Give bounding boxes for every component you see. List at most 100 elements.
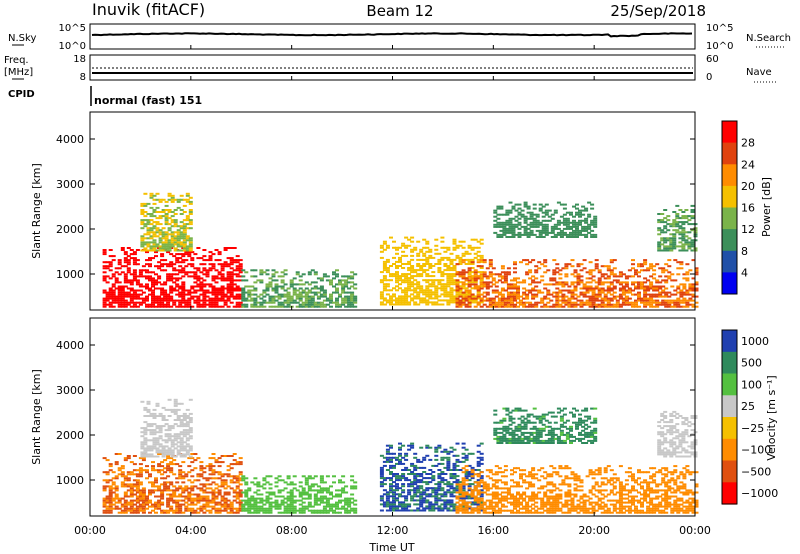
heatmap-cell xyxy=(482,275,487,278)
heatmap-cell xyxy=(413,301,418,304)
heatmap-cell xyxy=(157,489,162,492)
heatmap-cell xyxy=(401,477,406,480)
heatmap-cell xyxy=(140,237,145,240)
heatmap-cell xyxy=(603,277,608,280)
heatmap-cell xyxy=(188,202,193,205)
heatmap-cell xyxy=(160,495,165,498)
heatmap-cell xyxy=(510,279,514,282)
heatmap-cell xyxy=(169,507,174,510)
heatmap-cell xyxy=(461,254,466,257)
heatmap-cell xyxy=(202,511,207,514)
heatmap-cell xyxy=(667,305,672,308)
heatmap-cell xyxy=(461,271,466,274)
heatmap-cell xyxy=(470,246,475,249)
heatmap-cell xyxy=(652,301,657,304)
heatmap-cell xyxy=(519,303,523,306)
heatmap-cell xyxy=(508,229,513,232)
heatmap-cell xyxy=(247,503,252,506)
heatmap-cell xyxy=(467,279,472,282)
heatmap-cell xyxy=(624,289,629,292)
heatmap-cell xyxy=(440,275,445,278)
heatmap-cell xyxy=(181,287,186,290)
heatmap-cell xyxy=(338,303,342,306)
heatmap-cell xyxy=(461,442,466,445)
heatmap-cell xyxy=(395,497,399,500)
heatmap-cell xyxy=(208,491,213,494)
heatmap-cell xyxy=(446,464,451,467)
heatmap-cell xyxy=(295,297,300,300)
heatmap-cell xyxy=(105,471,110,474)
heatmap-cell xyxy=(157,465,162,468)
heatmap-cell xyxy=(425,273,430,276)
heatmap-cell xyxy=(658,287,663,290)
heatmap-cell xyxy=(404,458,409,461)
heatmap-cell xyxy=(458,256,463,259)
heatmap-cell xyxy=(609,261,614,264)
heatmap-cell xyxy=(519,301,523,304)
heatmap-cell xyxy=(452,473,457,475)
heatmap-cell xyxy=(108,505,113,508)
heatmap-cell xyxy=(176,243,181,246)
heatmap-cell xyxy=(431,475,436,478)
heatmap-cell xyxy=(464,497,469,500)
heatmap-cell xyxy=(413,483,418,486)
heatmap-cell xyxy=(105,511,110,514)
heatmap-cell xyxy=(319,481,324,484)
heatmap-cell xyxy=(135,283,140,286)
heatmap-cell xyxy=(157,485,162,488)
heatmap-cell xyxy=(132,455,137,457)
heatmap-cell xyxy=(578,211,582,214)
heatmap-cell xyxy=(235,261,240,264)
heatmap-cell xyxy=(570,295,575,298)
heatmap-cell xyxy=(154,495,158,498)
heatmap-cell xyxy=(332,277,336,280)
heatmap-cell xyxy=(176,419,181,421)
heatmap-cell xyxy=(143,441,148,444)
heatmap-cell xyxy=(458,493,463,496)
heatmap-cell xyxy=(151,283,155,286)
heatmap-cell xyxy=(541,225,546,228)
heatmap-cell xyxy=(244,501,249,504)
heatmap-cell xyxy=(292,507,297,510)
heatmap-cell xyxy=(510,283,514,286)
heatmap-cell xyxy=(392,303,396,306)
heatmap-cell xyxy=(307,489,312,492)
heatmap-cell xyxy=(494,301,499,304)
heatmap-cell xyxy=(385,501,390,504)
heatmap-cell xyxy=(256,497,261,500)
heatmap-cell xyxy=(347,505,352,508)
heatmap-cell xyxy=(158,431,163,434)
heatmap-cell xyxy=(385,499,390,502)
heatmap-cell xyxy=(149,425,154,428)
heatmap-cell xyxy=(161,243,166,246)
heatmap-cell xyxy=(690,249,695,252)
heatmap-cell xyxy=(398,503,402,506)
heatmap-cell xyxy=(292,287,297,290)
heatmap-cell xyxy=(534,265,539,268)
heatmap-cell xyxy=(347,501,352,504)
heatmap-cell xyxy=(178,285,183,288)
heatmap-cell xyxy=(585,271,590,274)
heatmap-cell xyxy=(123,509,128,512)
heatmap-cell xyxy=(382,285,387,288)
heatmap-cell xyxy=(298,291,303,294)
heatmap-cell xyxy=(684,235,689,238)
heatmap-cell xyxy=(437,303,442,306)
heatmap-cell xyxy=(338,501,342,504)
heatmap-cell xyxy=(353,509,358,512)
heatmap-cell xyxy=(464,263,469,265)
heatmap-cell xyxy=(172,263,177,266)
heatmap-cell xyxy=(250,505,255,508)
heatmap-cell xyxy=(123,507,128,510)
heatmap-cell xyxy=(148,491,152,494)
heatmap-cell xyxy=(663,221,668,224)
heatmap-cell xyxy=(182,241,187,244)
heatmap-cell xyxy=(135,501,140,504)
heatmap-cell xyxy=(166,301,171,304)
heatmap-cell xyxy=(289,489,294,492)
heatmap-cell xyxy=(166,511,171,514)
heatmap-cell xyxy=(537,291,542,294)
heatmap-cell xyxy=(404,254,409,257)
heatmap-cell xyxy=(603,299,608,302)
heatmap-cell xyxy=(446,458,451,461)
